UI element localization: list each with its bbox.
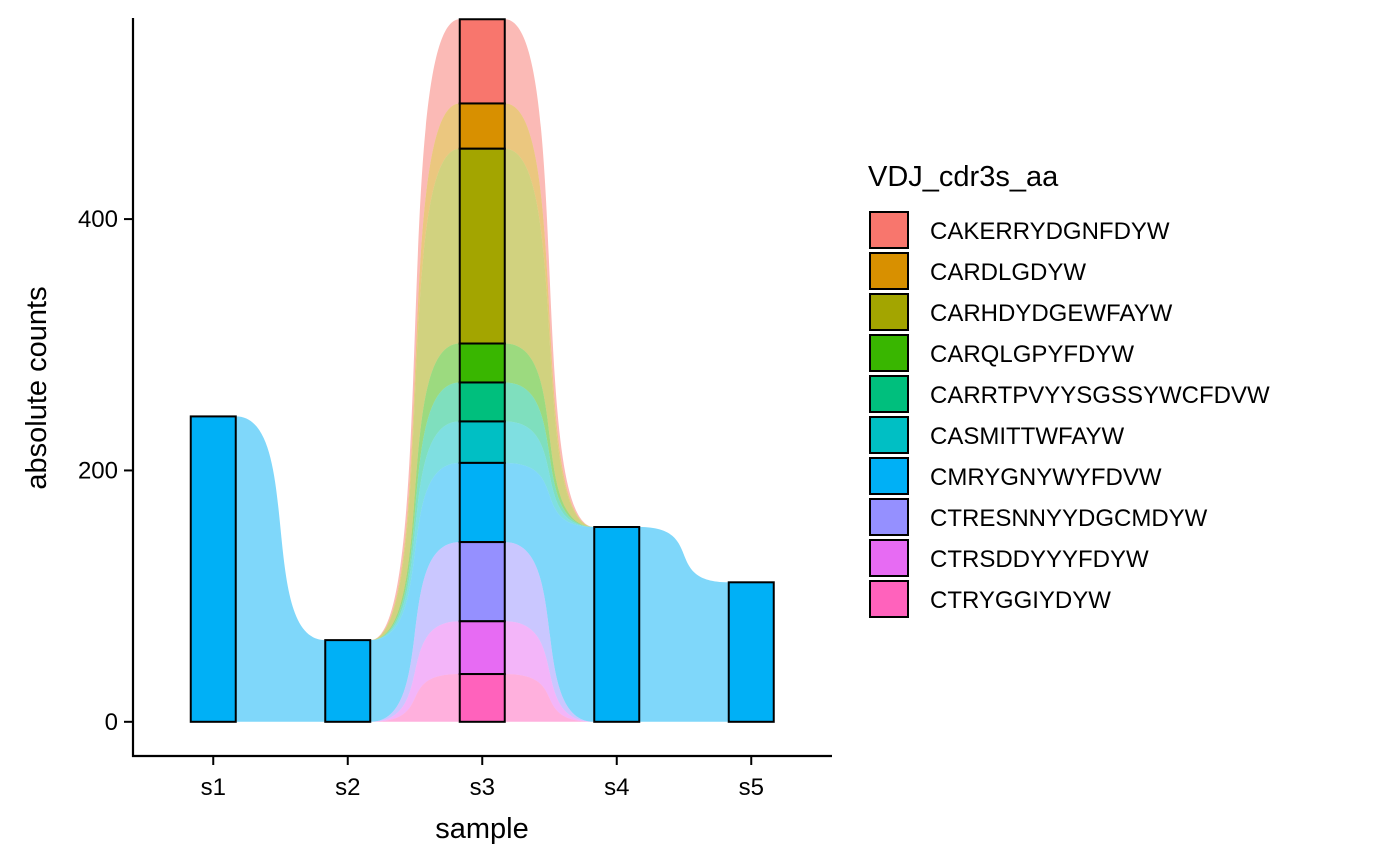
x-tick-label: s1 — [201, 774, 226, 801]
flow-carrtpvyysgssywcfdvw-s3-s4 — [504, 382, 595, 528]
bar-s3-carqlgpyfdyw — [458, 342, 506, 384]
flow-carqlgpyfdyw-s2-s3 — [370, 343, 460, 641]
flow-cardlgdyw-s3-s4 — [504, 103, 595, 528]
flow-carqlgpyfdyw-s3-s4 — [504, 343, 595, 528]
legend: VDJ_cdr3s_aa CAKERRYDGNFDYW CARDLGDYW CARH… — [868, 161, 1270, 618]
flow-carhdydgewfayw-s2-s3 — [370, 148, 460, 641]
y-axis-title: absolute counts — [21, 286, 53, 489]
legend-swatch-carrtpvyysgssywcfdvw — [869, 375, 909, 413]
legend-swatch-ctresnnyydgcmdyw — [869, 498, 909, 536]
legend-swatch-cakerrydgnfdyw — [869, 211, 909, 249]
x-tick-label: s4 — [604, 774, 629, 801]
flow-ctrsddyyyfdyw-s3-s4 — [504, 621, 595, 722]
x-tick-label: s5 — [739, 774, 764, 801]
flow-cmrygnywyfdvw-s2-s3 — [370, 462, 460, 722]
legend-label-carqlgpyfdyw: CARQLGPYFDYW — [930, 341, 1134, 368]
legend-label-cmrygnywyfdvw: CMRYGNYWYFDVW — [930, 464, 1162, 491]
flow-cmrygnywyfdvw-s4-s5 — [639, 527, 729, 722]
bar-s3-ctrsddyyyfdyw — [458, 620, 506, 676]
flow-casmittwfayw-s3-s4 — [504, 421, 595, 528]
bar-strata — [189, 18, 775, 723]
bar-s3-cakerrydgnfdyw — [458, 18, 506, 105]
flow-casmittwfayw-s2-s3 — [370, 421, 460, 641]
legend-swatch-carhdydgewfayw — [869, 293, 909, 331]
bar-s4-cmrygnywyfdvw — [593, 526, 641, 723]
flow-ctresnnyydgcmdyw-s2-s3 — [370, 542, 460, 722]
y-ticks: 0 200 400 — [78, 206, 133, 736]
legend-swatch-cmrygnywyfdvw — [869, 457, 909, 495]
legend-label-casmittwfayw: CASMITTWFAYW — [930, 423, 1125, 450]
bar-s3-cmrygnywyfdvw — [458, 461, 506, 544]
x-tick-label: s2 — [335, 774, 360, 801]
bar-s3-ctresnnyydgcmdyw — [458, 541, 506, 623]
x-tick-label: s3 — [470, 774, 495, 801]
flow-cmrygnywyfdvw-s1-s2 — [235, 416, 326, 722]
legend-swatch-cardlgdyw — [869, 252, 909, 290]
flow-ctryggiydyw-s3-s4 — [504, 674, 595, 722]
flow-cmrygnywyfdvw-s3-s4 — [504, 462, 595, 722]
bar-s5-cmrygnywyfdvw — [727, 581, 775, 723]
legend-label-carrtpvyysgssywcfdvw: CARRTPVYYSGSSYWCFDVW — [930, 382, 1270, 409]
legend-swatch-ctryggiydyw — [869, 580, 909, 618]
legend-title: VDJ_cdr3s_aa — [868, 161, 1059, 193]
legend-label-ctryggiydyw: CTRYGGIYDYW — [930, 587, 1111, 614]
x-axis-title: sample — [435, 813, 529, 845]
flow-carrtpvyysgssywcfdvw-s2-s3 — [370, 382, 460, 641]
flow-ctrsddyyyfdyw-s2-s3 — [370, 621, 460, 722]
flow-ctresnnyydgcmdyw-s3-s4 — [504, 542, 595, 722]
bar-s3-cardlgdyw — [458, 102, 506, 150]
flow-cakerrydgnfdyw-s2-s3 — [370, 19, 460, 641]
y-tick-label: 0 — [105, 709, 118, 736]
bar-s3-carrtpvyysgssywcfdvw — [458, 381, 506, 423]
bar-s2-cmrygnywyfdvw — [324, 639, 372, 723]
legend-label-ctrsddyyyfdyw: CTRSDDYYYFDYW — [930, 546, 1149, 573]
bar-s3-ctryggiydyw — [458, 673, 506, 723]
flow-cakerrydgnfdyw-s3-s4 — [504, 19, 595, 528]
legend-swatch-casmittwfayw — [869, 416, 909, 454]
y-tick-label: 400 — [78, 206, 118, 233]
legend-label-cakerrydgnfdyw: CAKERRYDGNFDYW — [930, 218, 1170, 245]
legend-label-cardlgdyw: CARDLGDYW — [930, 259, 1086, 286]
legend-swatch-carqlgpyfdyw — [869, 334, 909, 372]
flow-carhdydgewfayw-s3-s4 — [504, 148, 595, 528]
bar-s3-carhdydgewfayw — [458, 147, 506, 345]
legend-label-ctresnnyydgcmdyw: CTRESNNYYDGCMDYW — [930, 505, 1208, 532]
legend-label-carhdydgewfayw: CARHDYDGEWFAYW — [930, 300, 1173, 327]
y-tick-label: 200 — [78, 457, 118, 484]
legend-swatch-ctrsddyyyfdyw — [869, 539, 909, 577]
flow-ctryggiydyw-s2-s3 — [370, 674, 460, 722]
bar-s1-cmrygnywyfdvw — [189, 415, 237, 723]
x-ticks: s1 s2 s3 s4 s5 — [201, 756, 764, 801]
flow-cardlgdyw-s2-s3 — [370, 103, 460, 641]
bar-s3-casmittwfayw — [458, 420, 506, 464]
